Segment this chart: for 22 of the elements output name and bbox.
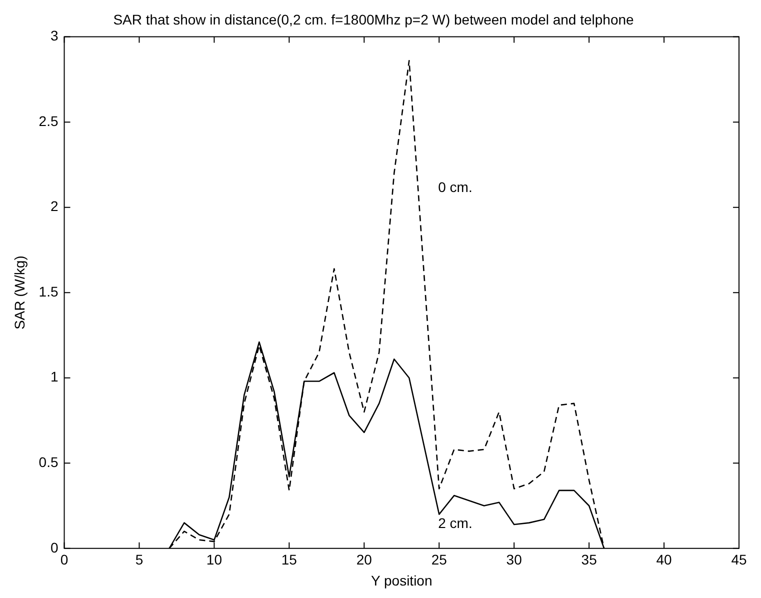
y-axis-title: SAR (W/kg) [11,256,28,330]
x-tick-label: 5 [135,552,144,568]
y-tick-label: 3 [50,28,58,44]
y-tick-label: 1.5 [38,283,58,300]
y-tick-label: 1 [50,368,58,385]
x-tick-label: 25 [431,552,448,568]
x-tick-label: 30 [506,552,522,568]
y-tick-label: 2 [50,198,58,214]
x-tick-label: 10 [206,552,222,568]
x-tick-label: 35 [581,552,598,568]
x-tick-label: 20 [356,552,372,568]
x-tick-label: 40 [656,552,672,568]
y-tick-label: 0 [50,539,58,556]
x-tick-label: 0 [60,552,68,568]
x-axis-title: Y position [371,572,432,588]
series-label: 0 cm. [438,178,472,195]
y-tick-label: 2.5 [38,112,58,129]
x-tick-label: 45 [731,552,747,568]
x-tick-label: 15 [281,552,298,568]
chart-title: SAR that show in distance(0,2 cm. f=1800Mhz p=2 W) between model and telphone [113,11,634,28]
y-tick-label: 0.5 [38,454,58,470]
series-label: 2 cm. [438,515,472,532]
